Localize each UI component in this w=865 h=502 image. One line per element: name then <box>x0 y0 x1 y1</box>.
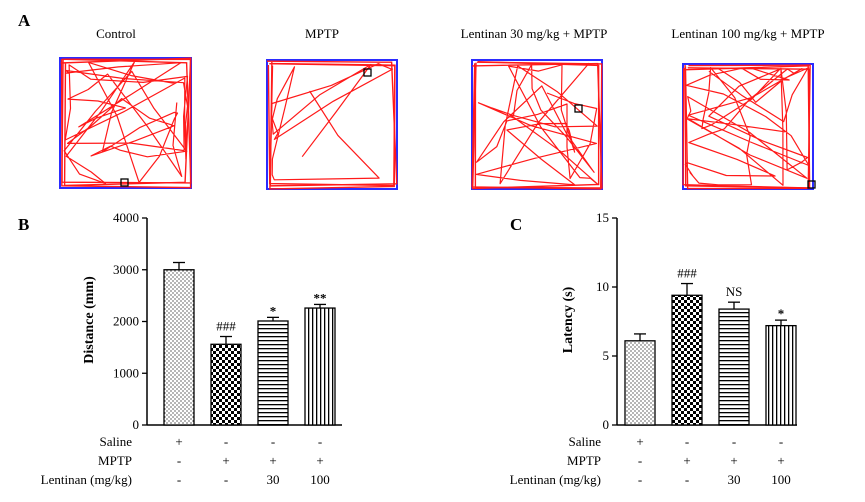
y-tick-label: 0 <box>133 417 140 432</box>
track-arena-control <box>59 57 192 189</box>
bar <box>671 294 703 426</box>
condition-cell: - <box>224 472 228 487</box>
significance-label: * <box>778 306 785 321</box>
bar <box>304 307 336 426</box>
condition-cell: - <box>318 434 322 449</box>
condition-cell: 100 <box>771 472 791 487</box>
y-tick-label: 0 <box>603 417 610 432</box>
y-tick-label: 10 <box>596 279 609 294</box>
condition-cell: + <box>222 453 229 468</box>
track-arena-mptp <box>266 59 398 190</box>
track-arena-lentinan-30 <box>471 59 603 190</box>
bar <box>163 269 195 426</box>
track-path-mptp <box>267 60 398 190</box>
condition-cell: - <box>177 472 181 487</box>
bar <box>718 308 750 426</box>
y-tick-label: 15 <box>596 210 609 225</box>
chart-b-ylabel: Distance (mm) <box>82 276 97 364</box>
condition-cell: + <box>636 434 643 449</box>
significance-label: ### <box>216 319 236 334</box>
condition-cell: + <box>777 453 784 468</box>
condition-cell: 30 <box>267 472 280 487</box>
track-end-marker <box>363 68 372 77</box>
panel-b-label: B <box>18 215 29 234</box>
condition-table-c: Saline MPTP Lentinan (mg/kg) + - - - + - - +30 - +10… <box>510 434 791 487</box>
condition-cell: + <box>683 453 690 468</box>
chart-c-ylabel: Latency (s) <box>561 286 576 353</box>
condition-row-label: Lentinan (mg/kg) <box>510 472 601 487</box>
y-tick-label: 1000 <box>113 365 139 380</box>
bar <box>210 343 242 426</box>
y-tick-label: 2000 <box>113 314 139 329</box>
track-title-lentinan-100: Lentinan 100 mg/kg + MPTP <box>671 26 824 41</box>
significance-label: NS <box>726 284 743 299</box>
track-arena-lentinan-100 <box>682 63 816 190</box>
track-path-lentinan-30 <box>471 61 603 190</box>
y-tick-label: 5 <box>603 348 610 363</box>
y-tick-label: 4000 <box>113 210 139 225</box>
condition-cell: - <box>685 472 689 487</box>
condition-cell: 100 <box>310 472 330 487</box>
significance-label: ### <box>677 266 697 281</box>
condition-cell: - <box>177 453 181 468</box>
condition-row-label: Saline <box>569 434 602 449</box>
significance-label: ** <box>314 290 327 305</box>
condition-row-label: MPTP <box>567 453 601 468</box>
panel-a-label: A <box>18 11 31 30</box>
track-end-marker <box>807 180 816 189</box>
condition-cell: - <box>732 434 736 449</box>
condition-cell: - <box>638 453 642 468</box>
condition-cell: + <box>175 434 182 449</box>
bar <box>765 324 797 426</box>
condition-cell: - <box>271 434 275 449</box>
condition-cell: - <box>779 434 783 449</box>
track-end-marker <box>574 104 583 113</box>
condition-cell: + <box>316 453 323 468</box>
panel-c-label: C <box>510 215 522 234</box>
condition-cell: - <box>638 472 642 487</box>
track-title-control: Control <box>96 26 136 41</box>
condition-cell: - <box>224 434 228 449</box>
y-tick-label: 3000 <box>113 262 139 277</box>
condition-cell: + <box>730 453 737 468</box>
track-title-lentinan-30: Lentinan 30 mg/kg + MPTP <box>461 26 608 41</box>
bar <box>257 320 289 426</box>
chart-c: 0 5 10 15 ### NS * <box>596 210 797 432</box>
condition-row-label: MPTP <box>98 453 132 468</box>
condition-row-label: Lentinan (mg/kg) <box>41 472 132 487</box>
condition-row-label: Saline <box>100 434 133 449</box>
significance-label: * <box>270 303 277 318</box>
condition-cell: + <box>269 453 276 468</box>
condition-cell: 30 <box>728 472 741 487</box>
track-end-marker <box>120 178 129 187</box>
track-path-control <box>60 57 192 189</box>
condition-table-b: Saline MPTP Lentinan (mg/kg) + - - - + - - +30 - +10… <box>41 434 330 487</box>
track-title-mptp: MPTP <box>305 26 339 41</box>
condition-cell: - <box>685 434 689 449</box>
bar <box>624 340 656 426</box>
